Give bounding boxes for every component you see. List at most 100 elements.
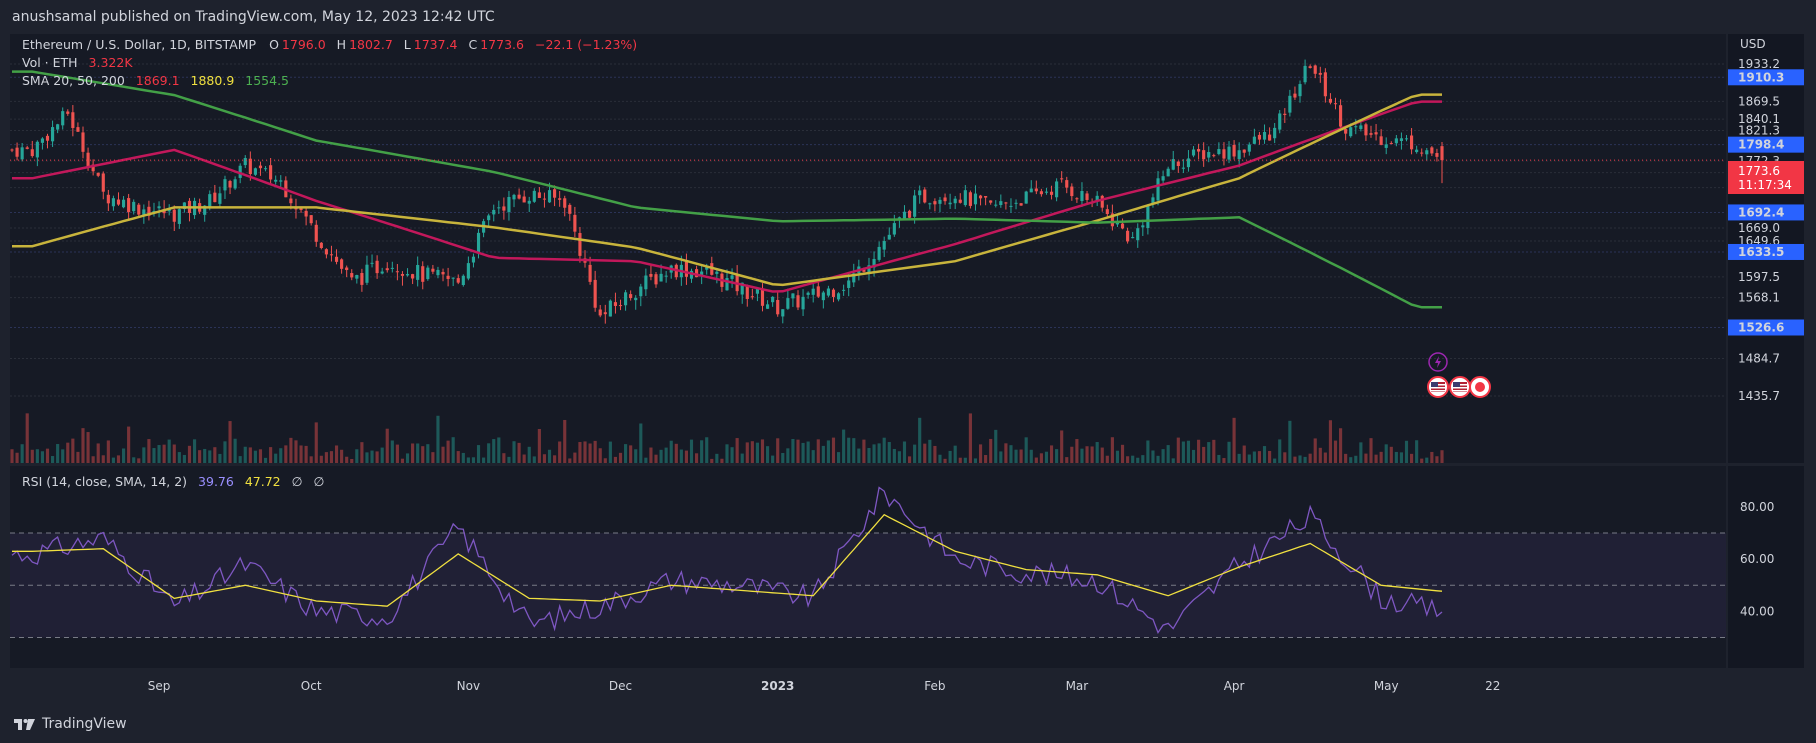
candle <box>456 274 460 285</box>
volume-bar <box>1440 450 1444 463</box>
volume-bar <box>1186 440 1191 463</box>
candle <box>882 236 886 258</box>
time-tick-label: Feb <box>924 679 945 693</box>
price-pane[interactable]: Ethereum / U.S. Dollar, 1D, BITSTAMP O 17… <box>10 34 1726 463</box>
volume-bar <box>1364 453 1368 463</box>
volume-bar <box>446 440 450 463</box>
volume-bar <box>390 440 394 463</box>
time-tick-label: 2023 <box>761 679 794 693</box>
volume-bar <box>771 455 775 463</box>
currency-label: USD <box>1740 37 1766 51</box>
volume-bar <box>1404 440 1409 463</box>
rsi-axis[interactable]: 80.00 60.00 40.00 <box>1728 466 1804 668</box>
candle <box>588 256 592 285</box>
candle <box>902 205 907 220</box>
volume-bar <box>1323 452 1327 463</box>
candle <box>994 200 998 208</box>
close-value: 1773.6 <box>480 37 524 52</box>
candle <box>1389 141 1393 145</box>
candle <box>1095 191 1099 207</box>
time-axis[interactable]: Sep Oct Nov Dec 2023 Feb Mar Apr May 22 <box>10 671 1726 699</box>
sma-line <box>12 100 1442 293</box>
volume-bar <box>121 448 126 463</box>
candle <box>522 190 526 203</box>
volume-bar <box>877 443 881 463</box>
rsi-tick-label: 60.00 <box>1740 552 1774 566</box>
candle <box>81 126 85 159</box>
candle <box>928 202 932 210</box>
volume-bar <box>76 451 80 463</box>
volume-bar <box>1222 458 1226 463</box>
volume-bar <box>1060 430 1064 463</box>
volume-bar <box>223 441 227 463</box>
volume-bar <box>801 442 805 463</box>
price-chart-svg[interactable] <box>10 34 1726 463</box>
candle <box>740 282 744 304</box>
candle <box>1212 153 1216 158</box>
rsi-pane[interactable]: RSI (14, close, SMA, 14, 2) 39.76 47.72 … <box>10 466 1726 668</box>
volume-bar <box>862 439 866 463</box>
price-axis[interactable]: 1933.21910.31869.51840.11821.31798.41772… <box>1728 34 1804 463</box>
candle <box>730 268 734 288</box>
volume-bar <box>1328 420 1333 463</box>
volume-bar <box>852 438 856 463</box>
volume-bar <box>958 457 962 463</box>
candle <box>213 184 217 203</box>
volume-bar <box>618 452 623 463</box>
volume-bar <box>56 444 60 463</box>
volume-bar <box>213 447 217 463</box>
publisher-header: anushsamal published on TradingView.com,… <box>12 9 495 25</box>
volume-legend[interactable]: Vol · ETH 3.322K <box>22 55 136 70</box>
volume-bar <box>411 443 415 463</box>
rsi-legend[interactable]: RSI (14, close, SMA, 14, 2) 39.76 47.72 … <box>22 474 327 489</box>
volume-bar <box>507 456 511 463</box>
volume-bar <box>101 455 105 463</box>
volume-bar <box>375 451 379 463</box>
volume-bar <box>842 429 846 463</box>
rsi-chart-svg[interactable] <box>10 466 1726 668</box>
candle <box>121 196 126 209</box>
volume-bar <box>1410 453 1414 463</box>
volume-bar <box>294 440 298 463</box>
candle <box>116 192 121 206</box>
candle <box>1004 201 1008 210</box>
candle <box>806 291 810 299</box>
symbol-name[interactable]: Ethereum / U.S. Dollar, 1D, BITSTAMP <box>22 37 257 52</box>
candle <box>1430 146 1434 157</box>
candle <box>1039 188 1043 197</box>
volume-bar <box>172 444 176 463</box>
volume-bar <box>867 448 871 463</box>
volume-bar <box>10 449 14 463</box>
candle <box>613 292 618 314</box>
volume-bar <box>243 446 247 463</box>
candle <box>801 289 805 316</box>
volume-bar <box>542 454 547 463</box>
sma-legend[interactable]: SMA 20, 50, 200 1869.1 1880.9 1554.5 <box>22 73 292 88</box>
volume-bar <box>1247 454 1251 463</box>
volume-bar <box>745 442 749 463</box>
time-tick-label: Nov <box>457 679 480 693</box>
volume-bar <box>182 454 186 463</box>
candle <box>147 200 151 221</box>
candle <box>1328 93 1333 105</box>
candle <box>111 195 115 211</box>
volume-bar <box>1146 440 1150 463</box>
volume-bar <box>421 446 425 463</box>
candle <box>1085 190 1089 205</box>
candle <box>745 284 749 307</box>
volume-bar <box>1202 446 1206 463</box>
candle <box>360 268 364 292</box>
candle <box>1308 64 1312 69</box>
volume-bar <box>1100 447 1104 463</box>
candle <box>973 185 978 211</box>
candle <box>1070 183 1074 201</box>
candle <box>1060 171 1064 183</box>
candle <box>421 261 425 290</box>
volume-bar <box>537 428 541 463</box>
volume-bar <box>755 442 759 463</box>
candle <box>319 242 323 250</box>
volume-bar <box>248 447 252 463</box>
candle <box>1273 123 1277 144</box>
price-tick-label: 1484.7 <box>1738 352 1780 366</box>
highlighted-price-tag <box>1728 243 1804 260</box>
